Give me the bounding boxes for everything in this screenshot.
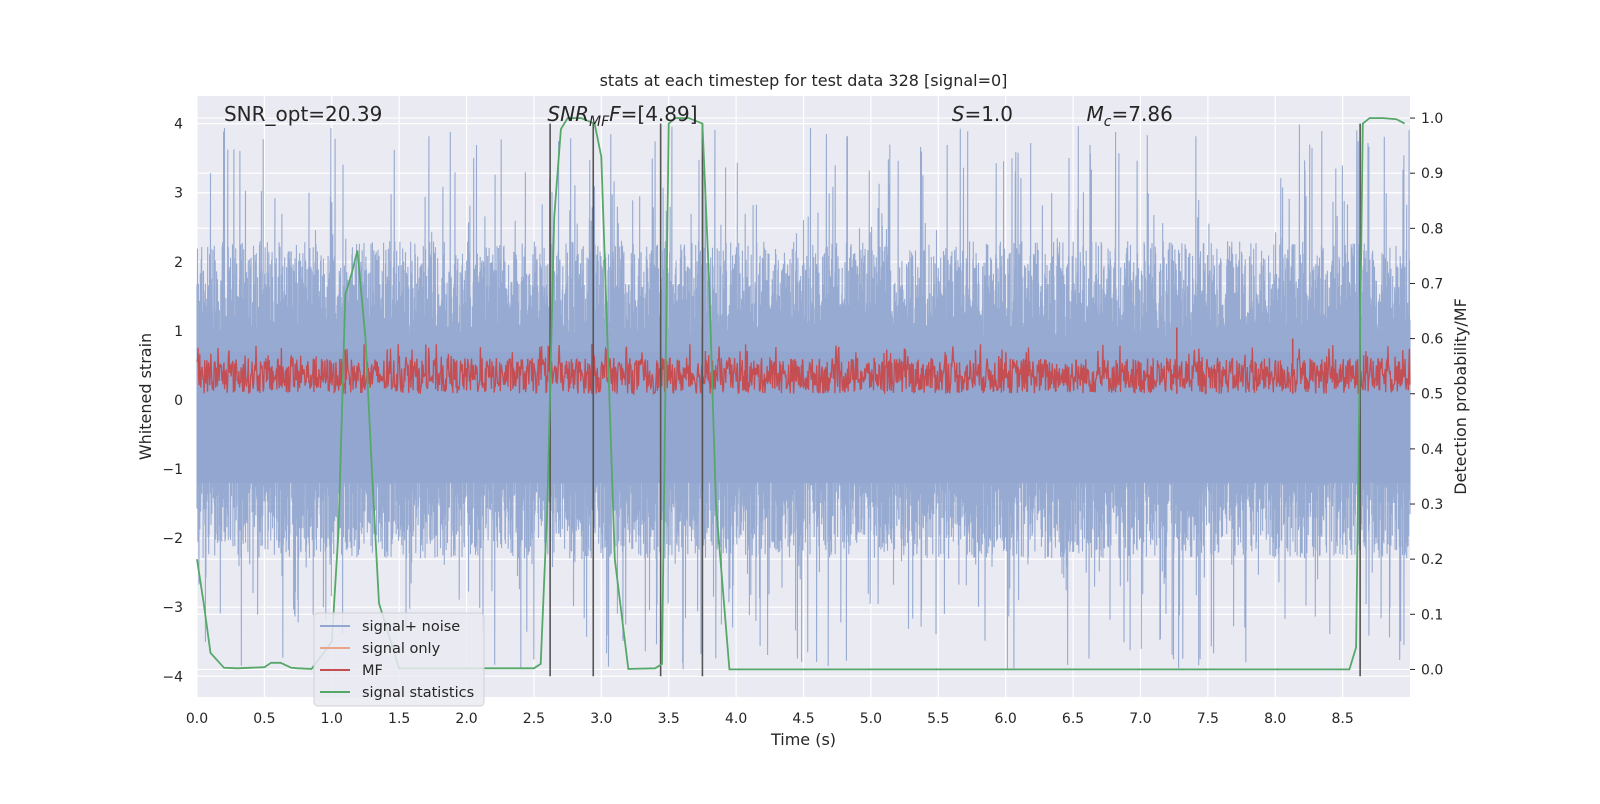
y-right-tick-label: 0.5: [1421, 387, 1443, 403]
chart-title: stats at each timestep for test data 328…: [600, 71, 1008, 90]
legend-label: signal statistics: [362, 685, 474, 701]
y-right-tick-label: 0.4: [1421, 442, 1443, 458]
x-axis-label: Time (s): [770, 730, 836, 749]
mf-line: [196, 344, 1411, 396]
x-tick-label: 4.0: [725, 711, 747, 727]
annotation: S=1.0: [952, 102, 1013, 126]
y-tick-label: 0: [174, 393, 183, 409]
legend: signal+ noise signal only MF signal statist…: [313, 612, 485, 707]
annotations: SNR_opt=20.39 SNRMFF=[4.89] S=1.0 Mc=7.86: [224, 102, 1173, 130]
y-tick-label: 3: [174, 186, 183, 202]
y-right-tick-label: 0.1: [1421, 607, 1443, 623]
x-tick-label: 2.5: [523, 711, 545, 727]
y-right-tick-label: 0.0: [1421, 662, 1443, 678]
x-tick-label: 1.5: [388, 711, 410, 727]
y-tick-label: −4: [162, 669, 183, 685]
y-axis-label: Whitened strain: [136, 333, 155, 460]
x-tick-label: 4.5: [792, 711, 814, 727]
axis-ticks: 0.0 0.5 1.0 1.5 2.0 2.5 3.0 3.5 4.0 4.5 5.0 5.5 6.0 6…: [162, 111, 1443, 727]
y-right-tick-label: 1.0: [1421, 111, 1443, 127]
legend-label: signal+ noise: [362, 619, 460, 635]
x-tick-label: 0.5: [253, 711, 275, 727]
x-tick-label: 3.5: [658, 711, 680, 727]
y-tick-label: 2: [174, 255, 183, 271]
x-tick-label: 0.0: [186, 711, 208, 727]
x-tick-label: 6.5: [1062, 711, 1084, 727]
y-axis-right-label: Detection probability/MF: [1451, 298, 1470, 495]
annotation: SNR_opt=20.39: [224, 102, 382, 126]
x-tick-label: 7.5: [1197, 711, 1219, 727]
x-tick-label: 6.0: [995, 711, 1017, 727]
x-tick-label: 7.0: [1129, 711, 1151, 727]
y-tick-label: −3: [162, 600, 183, 616]
y-right-tick-label: 0.7: [1421, 276, 1443, 292]
x-tick-label: 2.0: [455, 711, 477, 727]
y-tick-label: 4: [174, 117, 183, 133]
y-right-tick-label: 0.3: [1421, 497, 1443, 513]
x-tick-label: 8.0: [1264, 711, 1286, 727]
x-tick-label: 5.0: [860, 711, 882, 727]
annotation: SNRMFF=[4.89]: [547, 102, 697, 130]
x-tick-label: 1.0: [321, 711, 343, 727]
legend-label: signal only: [362, 641, 441, 657]
signal-statistics-line: [196, 117, 1406, 671]
series-signal-statistics: [196, 117, 1406, 671]
y-right-tick-label: 0.6: [1421, 332, 1443, 348]
y-right-tick-label: 0.2: [1421, 552, 1443, 568]
y-tick-label: 1: [174, 324, 183, 340]
x-tick-label: 8.5: [1331, 711, 1353, 727]
y-right-tick-label: 0.9: [1421, 166, 1443, 182]
x-tick-label: 5.5: [927, 711, 949, 727]
legend-box: [313, 612, 485, 707]
y-tick-label: −2: [162, 531, 183, 547]
y-right-tick-label: 0.8: [1421, 221, 1443, 237]
series-mf: [196, 327, 1411, 396]
x-tick-label: 3.0: [590, 711, 612, 727]
y-tick-label: −1: [162, 462, 183, 478]
annotation: Mc=7.86: [1087, 102, 1173, 130]
legend-label: MF: [362, 663, 383, 679]
